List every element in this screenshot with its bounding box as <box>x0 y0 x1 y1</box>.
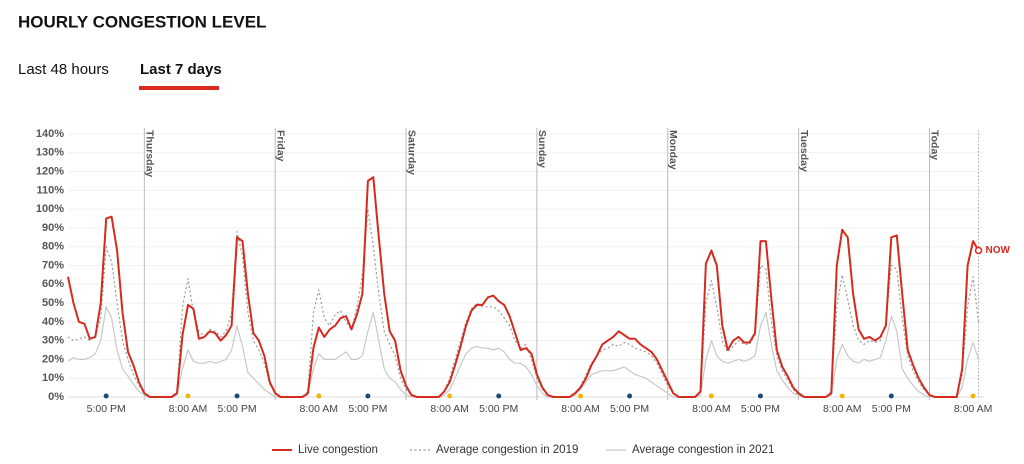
y-tick-label: 110% <box>36 184 64 196</box>
y-tick-label: 20% <box>42 353 64 365</box>
legend-label: Average congestion in 2019 <box>436 444 578 456</box>
tick-dot <box>185 393 191 399</box>
x-tick-label: 8:00 AM <box>300 403 339 415</box>
tick-dot <box>234 393 240 399</box>
now-point <box>974 246 983 255</box>
tab-underline <box>139 86 219 90</box>
tick-dot <box>316 393 322 399</box>
y-tick-label: 80% <box>42 241 64 253</box>
x-tick-label: 5:00 PM <box>348 403 387 415</box>
y-tick-label: 100% <box>36 203 64 215</box>
day-label: Saturday <box>405 130 417 175</box>
x-tick-label: 8:00 AM <box>430 403 469 415</box>
y-tick-label: 120% <box>36 165 64 177</box>
tick-dot <box>970 393 976 399</box>
page-title: HOURLY CONGESTION LEVEL <box>18 12 266 31</box>
x-tick-label: 5:00 PM <box>741 403 780 415</box>
tick-dot <box>447 393 453 399</box>
y-tick-label: 130% <box>36 147 64 159</box>
day-label: Today <box>929 130 941 160</box>
day-label: Monday <box>667 130 679 170</box>
x-tick-label: 8:00 AM <box>692 403 731 415</box>
tick-dot <box>578 393 584 399</box>
legend-label: Live congestion <box>298 444 378 456</box>
x-tick-label: 5:00 PM <box>872 403 911 415</box>
tick-dot <box>496 393 502 399</box>
series-line <box>67 176 980 398</box>
x-tick-label: 5:00 PM <box>479 403 518 415</box>
x-tick-label: 8:00 AM <box>954 403 993 415</box>
y-tick-label: 90% <box>42 222 64 234</box>
tick-dot <box>708 393 714 399</box>
tick-dot <box>839 393 845 399</box>
tick-dot <box>365 393 371 399</box>
tick-dot <box>757 393 763 399</box>
y-tick-label: 30% <box>42 335 64 347</box>
now-label: NOW <box>986 245 1011 256</box>
day-label: Thursday <box>144 130 156 177</box>
tick-dot <box>627 393 633 399</box>
x-tick-label: 8:00 AM <box>169 403 208 415</box>
y-tick-label: 10% <box>42 372 64 384</box>
tab-active[interactable]: Last 7 days <box>140 61 222 78</box>
day-label: Sunday <box>536 130 548 168</box>
x-tick-label: 8:00 AM <box>823 403 862 415</box>
x-tick-label: 8:00 AM <box>561 403 600 415</box>
y-tick-label: 0% <box>48 391 64 403</box>
tick-dot <box>103 393 109 399</box>
y-tick-label: 140% <box>36 128 64 140</box>
series-line <box>67 306 980 398</box>
legend-label: Average congestion in 2021 <box>632 444 774 456</box>
y-tick-label: 50% <box>42 297 64 309</box>
tick-dot <box>888 393 894 399</box>
x-tick-label: 5:00 PM <box>87 403 126 415</box>
day-label: Friday <box>274 130 286 162</box>
y-tick-label: 70% <box>42 259 64 271</box>
x-tick-label: 5:00 PM <box>610 403 649 415</box>
y-tick-label: 60% <box>42 278 64 290</box>
y-tick-label: 40% <box>42 316 64 328</box>
day-label: Tuesday <box>798 130 810 172</box>
tab[interactable]: Last 48 hours <box>18 61 109 78</box>
x-tick-label: 5:00 PM <box>217 403 256 415</box>
